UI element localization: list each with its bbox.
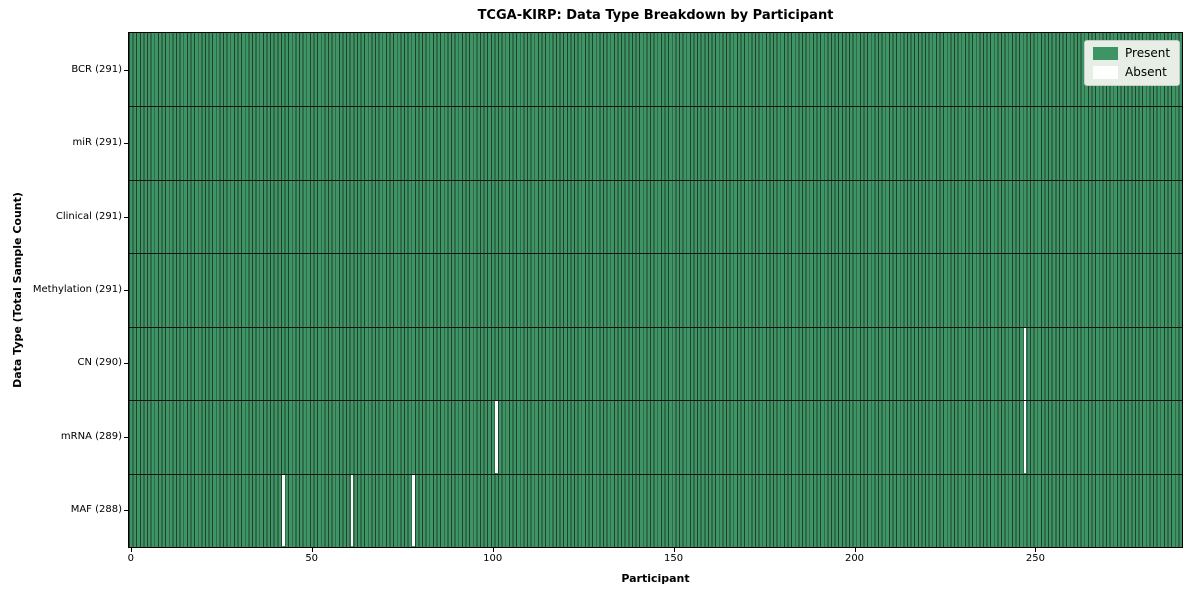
x-tick-label-100: 100 — [483, 553, 503, 564]
x-tick-label-200: 200 — [844, 553, 865, 564]
y-tick-label-bcr: BCR (291) — [71, 63, 122, 75]
chart-title: TCGA-KIRP: Data Type Breakdown by Partic… — [477, 8, 834, 23]
y-tick-label-mir: miR (291) — [72, 137, 122, 149]
absent-bar-mRNA-101 — [495, 400, 499, 474]
y-tick-label-clinical: Clinical (291) — [55, 210, 122, 222]
y-tick-mark — [124, 510, 128, 512]
y-tick-label-maf: MAF (288) — [70, 504, 122, 516]
y-tick-mark — [124, 216, 128, 218]
legend: Present Absent — [1084, 40, 1181, 86]
row-divider — [129, 400, 1182, 402]
y-tick-label-methylation: Methylation (291) — [32, 284, 122, 295]
legend-item-absent: Absent — [1093, 66, 1170, 79]
x-tick-label-250: 250 — [1025, 553, 1045, 564]
absent-bar-MAF-42 — [281, 474, 285, 547]
x-tick-mark — [673, 548, 675, 552]
heatmap-plot: Present Absent — [128, 32, 1183, 548]
absent-bar-MAF-61 — [350, 474, 354, 547]
y-tick-mark — [124, 436, 128, 438]
y-tick-mark — [124, 290, 128, 291]
y-tick-mark — [124, 69, 128, 71]
x-tick-label-0: 0 — [127, 553, 134, 564]
row-divider — [129, 473, 1182, 475]
x-tick-mark — [1035, 548, 1037, 552]
x-tick-mark — [130, 548, 132, 552]
y-tick-mark — [124, 363, 128, 365]
x-tick-mark — [311, 548, 313, 552]
row-divider — [129, 326, 1182, 328]
legend-label-absent: Absent — [1125, 65, 1167, 79]
x-tick-label-150: 150 — [664, 553, 684, 564]
absent-bar-MAF-78 — [412, 474, 415, 547]
y-tick-mark — [124, 143, 128, 145]
present-swatch-icon — [1093, 47, 1118, 60]
absent-bar-CN-247 — [1023, 327, 1027, 400]
x-tick-mark — [854, 548, 856, 552]
absent-bar-mRNA-247 — [1023, 400, 1027, 474]
row-divider — [129, 106, 1182, 108]
x-tick-mark — [492, 548, 494, 552]
x-axis-title: Participant — [621, 572, 690, 585]
legend-label-present: Present — [1125, 46, 1171, 60]
y-tick-label-mrna: mRNA (289) — [60, 430, 122, 442]
absent-swatch-icon — [1093, 66, 1118, 79]
y-tick-label-cn: CN (290) — [77, 357, 122, 369]
x-tick-label-50: 50 — [305, 553, 319, 564]
legend-item-present: Present — [1093, 47, 1170, 60]
row-divider — [129, 253, 1182, 255]
row-divider — [129, 179, 1182, 181]
